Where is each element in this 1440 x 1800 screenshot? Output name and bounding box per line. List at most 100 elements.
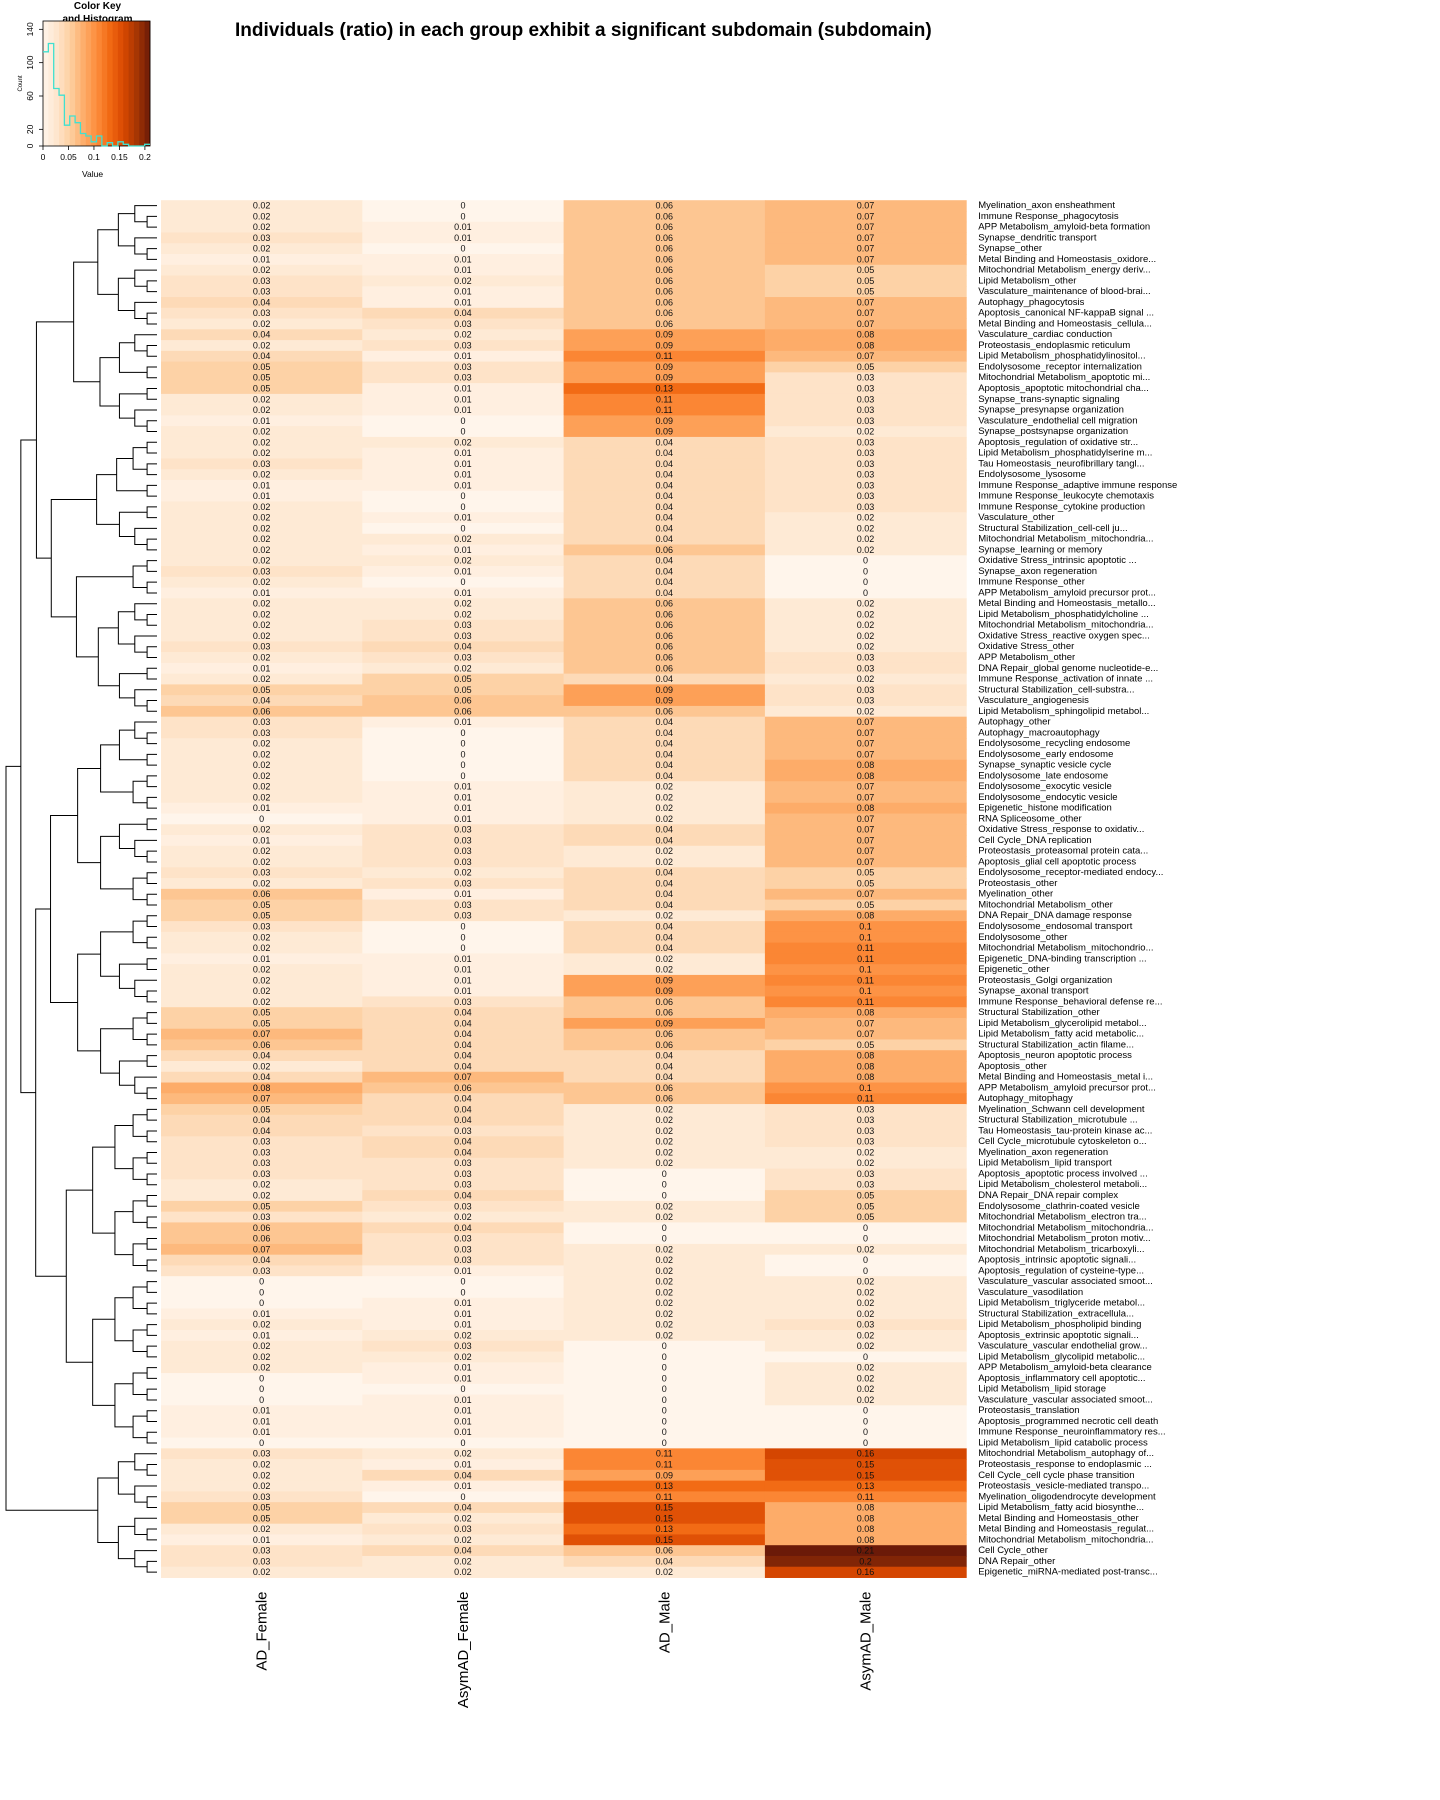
cell-value-label: 0.02 (857, 1309, 875, 1319)
cell-value-label: 0.04 (454, 1115, 472, 1125)
heatmap-cell (362, 1071, 565, 1084)
cell-value-label: 0.02 (655, 1126, 673, 1136)
cell-value-label: 0.02 (253, 513, 271, 523)
cell-value-label: 0.04 (253, 297, 271, 307)
heatmap-cell (161, 1222, 363, 1234)
dendrogram-branch (134, 205, 157, 223)
heatmap-cell (161, 243, 363, 255)
dendrogram-branch (100, 931, 134, 977)
cell-value-label: 0 (863, 1234, 868, 1244)
row-label: Metal Binding and Homeostasis_other (978, 1513, 1139, 1524)
cell-value-label: 0 (460, 771, 465, 781)
row-label: Epigenetic_miRNA-mediated post-transc... (978, 1567, 1158, 1578)
heatmap-cell (764, 243, 967, 255)
cell-value-label: 0.11 (857, 975, 874, 985)
dendrogram-branch (146, 1033, 157, 1046)
cell-value-label: 0.04 (655, 480, 673, 490)
cell-value-label: 0.02 (655, 782, 673, 792)
heatmap-cell (563, 566, 766, 578)
cell-value-label: 0 (259, 1384, 264, 1394)
dendrogram-branch (146, 818, 157, 831)
cell-value-label: 0.03 (857, 394, 875, 404)
heatmap-cell (563, 372, 766, 384)
heatmap-cell (362, 490, 565, 502)
heatmap-cell (161, 673, 363, 685)
row-label: Proteostasis_response to endoplasmic ... (978, 1459, 1152, 1470)
color-key-band (64, 21, 71, 146)
cell-value-label: 0.02 (253, 857, 271, 867)
heatmap-cell (764, 1039, 967, 1051)
cell-value-label: 0.04 (655, 437, 673, 447)
heatmap-cell (161, 1555, 363, 1568)
cell-value-label: 0.03 (253, 1137, 271, 1147)
heatmap-cell (764, 738, 967, 750)
cell-value-label: 0 (662, 1384, 667, 1394)
cell-value-label: 0.06 (655, 1008, 673, 1018)
heatmap-cell (764, 350, 967, 363)
heatmap-cell (764, 254, 967, 266)
cell-value-label: 0.03 (857, 384, 875, 394)
cell-value-label: 0.03 (253, 233, 271, 243)
heatmap-cell (161, 1254, 363, 1266)
cell-value-label: 0.02 (253, 1320, 271, 1330)
heatmap-cell (362, 813, 565, 825)
heatmap-cell (563, 964, 766, 976)
row-label: Endolysosome_recycling endosome (978, 738, 1130, 749)
row-label: Synapse_presynapse organization (978, 405, 1124, 416)
heatmap-cell (362, 1243, 565, 1256)
heatmap-cell (161, 641, 363, 653)
row-label: Lipid Metabolism_phosphatidylinositol... (978, 351, 1145, 362)
heatmap-cell (362, 1017, 565, 1030)
heatmap-cell (764, 361, 967, 373)
heatmap-cell (764, 1351, 967, 1363)
heatmap-cell (764, 1480, 967, 1492)
row-label: Apoptosis_programmed necrotic cell death (978, 1416, 1158, 1427)
heatmap-cell (161, 393, 363, 406)
heatmap-cell (161, 254, 363, 266)
heatmap-cell (764, 899, 967, 911)
cell-value-label: 0.02 (253, 534, 271, 544)
color-key-band (43, 21, 49, 146)
row-label: Mitochondrial Metabolism_mitochondria... (978, 620, 1153, 631)
heatmap-cell (161, 1179, 363, 1191)
cell-value-label: 0 (863, 1406, 868, 1416)
dendrogram-branch (146, 420, 157, 433)
heatmap-cell (764, 1555, 967, 1568)
cell-value-label: 0.11 (656, 394, 673, 404)
dendrogram-branch (146, 581, 157, 594)
cell-value-label: 0.03 (253, 642, 271, 652)
cell-value-label: 0.02 (253, 771, 271, 781)
heatmap-cell (161, 566, 363, 578)
cell-value-label: 0.01 (454, 1427, 472, 1437)
heatmap-cell (563, 1502, 766, 1514)
heatmap-cell (764, 867, 967, 879)
heatmap-cell (161, 1351, 363, 1363)
dendrogram-branch (132, 877, 148, 901)
cell-value-label: 0.01 (253, 1330, 271, 1340)
cell-value-label: 0.1 (859, 1083, 872, 1093)
heatmap-cell (161, 1243, 363, 1256)
cell-value-label: 0.02 (454, 1212, 472, 1222)
heatmap-cell (161, 555, 363, 567)
cell-value-label: 0.04 (454, 1029, 472, 1039)
row-label: Mitochondrial Metabolism_mitochondria... (978, 1534, 1153, 1545)
heatmap-cell (161, 652, 363, 664)
heatmap-cell (764, 523, 967, 535)
heatmap-cell (161, 792, 363, 804)
dendrogram-branch (118, 1060, 148, 1086)
heatmap-cell (161, 1136, 363, 1148)
row-label: Myelination_Schwann cell development (978, 1104, 1145, 1115)
heatmap-cell (362, 426, 565, 438)
row-label: Mitochondrial Metabolism_mitochondria... (978, 1222, 1153, 1233)
cell-value-label: 0.06 (655, 233, 673, 243)
heatmap-cell (563, 953, 766, 965)
heatmap-cell (161, 1469, 363, 1482)
cell-value-label: 0.02 (857, 1384, 875, 1394)
heatmap-cell (764, 1200, 967, 1213)
cell-value-label: 0.03 (857, 1104, 875, 1114)
cell-value-label: 0 (662, 1341, 667, 1351)
heatmap-cell (764, 479, 967, 492)
heatmap-cell (161, 1147, 363, 1159)
cell-value-label: 0.04 (454, 1104, 472, 1114)
heatmap-cell (563, 1448, 766, 1460)
